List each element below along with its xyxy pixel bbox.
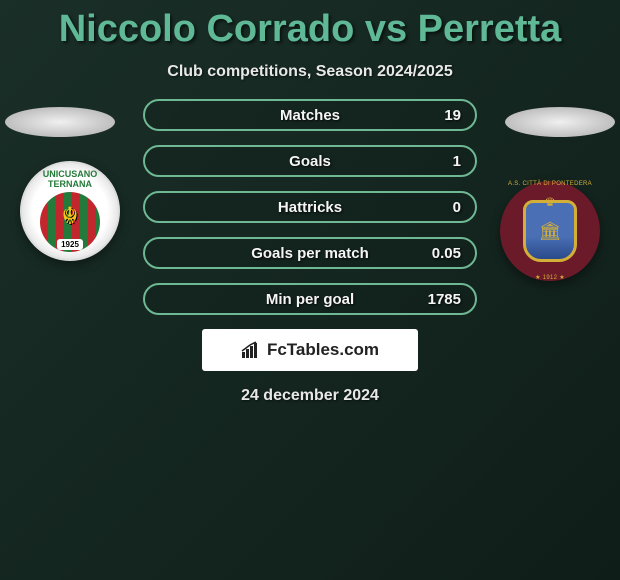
- stat-bars: Matches 19 Goals 1 Hattricks 0 Goals per…: [143, 99, 477, 315]
- bar-chart-icon: [241, 341, 263, 359]
- stat-right-value: 19: [444, 107, 461, 124]
- stat-row-goals: Goals 1: [143, 145, 477, 177]
- stat-label: Hattricks: [278, 199, 342, 216]
- club-name-left: UNICUSANO TERNANA: [43, 170, 98, 190]
- stat-label: Min per goal: [266, 291, 354, 308]
- stat-row-mpg: Min per goal 1785: [143, 283, 477, 315]
- stat-label: Goals per match: [251, 245, 369, 262]
- stat-label: Matches: [280, 107, 340, 124]
- stat-right-value: 0: [453, 199, 461, 216]
- club-shield-right: ♛ 🏛: [523, 200, 577, 262]
- date-line: 24 december 2024: [0, 387, 620, 405]
- stat-row-matches: Matches 19: [143, 99, 477, 131]
- page-title: Niccolo Corrado vs Perretta: [0, 0, 620, 51]
- dragon-icon: ☬: [61, 202, 78, 231]
- club-band-bottom-right: ★ 1912 ★: [500, 274, 600, 281]
- player-placeholder-right: [505, 107, 615, 137]
- branding-text: FcTables.com: [267, 340, 379, 360]
- stat-row-gpm: Goals per match 0.05: [143, 237, 477, 269]
- branding-box[interactable]: FcTables.com: [202, 329, 418, 371]
- stat-right-value: 1785: [428, 291, 461, 308]
- stat-label: Goals: [289, 153, 331, 170]
- club-badge-right: A.S. CITTÀ DI PONTEDERA ♛ 🏛 ★ 1912 ★: [500, 181, 600, 281]
- subtitle: Club competitions, Season 2024/2025: [0, 63, 620, 81]
- player-placeholder-left: [5, 107, 115, 137]
- castle-icon: 🏛: [539, 221, 562, 242]
- club-band-top-right: A.S. CITTÀ DI PONTEDERA: [500, 181, 600, 187]
- stat-row-hattricks: Hattricks 0: [143, 191, 477, 223]
- comparison-area: UNICUSANO TERNANA ☬ 1925 A.S. CITTÀ DI P…: [0, 99, 620, 405]
- stat-right-value: 0.05: [432, 245, 461, 262]
- stat-right-value: 1: [453, 153, 461, 170]
- club-stripes-left: ☬ 1925: [40, 192, 100, 252]
- club-year-left: 1925: [57, 239, 83, 250]
- crown-icon: ♛: [545, 195, 556, 209]
- club-badge-left: UNICUSANO TERNANA ☬ 1925: [20, 161, 120, 261]
